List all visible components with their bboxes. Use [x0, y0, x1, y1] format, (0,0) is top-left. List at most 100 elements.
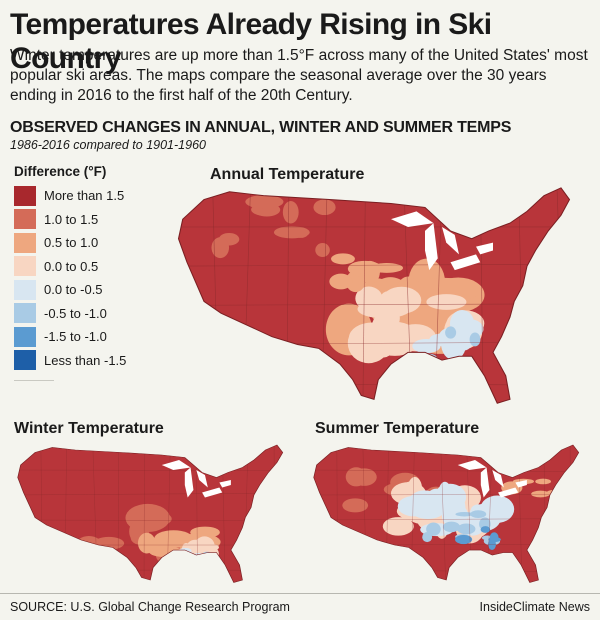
great-lake — [442, 227, 459, 255]
state-border — [17, 469, 283, 471]
map-region — [426, 522, 441, 536]
map-region — [180, 550, 194, 559]
legend: Difference (°F) More than 1.5 1.0 to 1.5… — [14, 164, 164, 381]
legend-swatch — [14, 303, 36, 324]
great-lake — [498, 487, 519, 498]
great-lake — [196, 470, 208, 488]
map-region — [550, 494, 560, 500]
legend-swatch — [14, 232, 36, 253]
legend-rule — [14, 380, 54, 381]
annual-map-title: Annual Temperature — [210, 166, 365, 183]
legend-swatch — [14, 185, 36, 206]
great-lake — [391, 211, 434, 227]
legend-label: 0.5 to 1.0 — [44, 235, 99, 251]
winter-temperature-map — [17, 444, 284, 583]
source-note: SOURCE: U.S. Global Change Research Prog… — [10, 600, 290, 614]
great-lake — [480, 467, 490, 498]
map-region — [489, 532, 499, 543]
map-region — [455, 511, 474, 517]
map-region — [172, 556, 192, 563]
state-border — [178, 263, 570, 267]
great-lake — [219, 480, 231, 488]
summer-temperature-map — [313, 444, 580, 583]
legend-label: -0.5 to -1.0 — [44, 305, 107, 321]
map-region — [199, 557, 210, 564]
legend-label: 0.0 to -0.5 — [44, 282, 103, 298]
state-border — [17, 492, 283, 496]
legend-label: 0.0 to 0.5 — [44, 258, 99, 274]
annual-temperature-map — [177, 187, 571, 404]
legend-item: More than 1.5 — [14, 184, 164, 208]
state-border — [440, 445, 447, 583]
great-lake — [457, 460, 487, 470]
legend-item: Less than -1.5 — [14, 349, 164, 373]
map-region — [154, 530, 193, 547]
map-region — [315, 243, 330, 258]
legend-swatch — [14, 326, 36, 347]
map-region — [211, 237, 230, 259]
map-region — [329, 273, 353, 290]
legend-item: -0.5 to -1.0 — [14, 302, 164, 326]
state-border — [362, 187, 366, 404]
section-subtitle: 1986-2016 compared to 1901-1960 — [10, 138, 206, 152]
page-subtitle: Winter temperatures are up more than 1.5… — [10, 47, 588, 104]
legend-swatch — [14, 350, 36, 371]
map-region — [376, 291, 399, 333]
map-region — [469, 332, 481, 347]
state-border — [313, 494, 579, 496]
legend-item: 0.0 to 0.5 — [14, 255, 164, 279]
legend-item: 0.0 to -0.5 — [14, 278, 164, 302]
map-region — [480, 526, 491, 533]
credit: InsideClimate News — [479, 600, 590, 614]
legend-label: -1.5 to -1.0 — [44, 329, 107, 345]
map-region — [546, 489, 562, 496]
map-region — [470, 510, 487, 519]
map-region — [359, 260, 380, 285]
map-region — [412, 338, 441, 354]
map-region — [531, 490, 550, 498]
winter-map-title: Winter Temperature — [14, 420, 164, 437]
footer-divider — [0, 593, 600, 594]
legend-label: 1.0 to 1.5 — [44, 211, 99, 227]
legend-label: More than 1.5 — [44, 188, 125, 204]
map-region — [342, 498, 369, 513]
great-lake — [202, 487, 223, 498]
map-region — [455, 534, 473, 545]
map-region — [187, 557, 199, 565]
map-region — [204, 556, 212, 564]
map-region — [422, 532, 433, 543]
map-region — [455, 325, 469, 346]
map-region — [149, 546, 183, 558]
map-region — [282, 200, 299, 224]
great-lake — [476, 242, 493, 255]
legend-item: 0.5 to 1.0 — [14, 231, 164, 255]
state-border — [178, 383, 570, 386]
legend-item: 1.0 to 1.5 — [14, 208, 164, 232]
map-region — [349, 322, 397, 353]
great-lake — [492, 470, 504, 488]
country-outline — [313, 444, 580, 583]
map-region — [442, 521, 461, 533]
map-region — [345, 467, 367, 487]
map-region — [425, 488, 449, 516]
map-region — [414, 353, 438, 366]
country-outline — [17, 444, 284, 583]
legend-swatch — [14, 279, 36, 300]
legend-swatch — [14, 209, 36, 230]
map-region — [93, 536, 125, 550]
map-region — [535, 478, 551, 485]
map-region — [313, 199, 336, 216]
great-lake — [184, 467, 194, 498]
great-lake — [425, 223, 438, 271]
map-region — [190, 550, 214, 562]
great-lake — [450, 254, 481, 271]
legend-title: Difference (°F) — [14, 164, 107, 179]
country-outline — [177, 187, 571, 404]
great-lake — [161, 460, 191, 470]
map-region — [382, 517, 414, 536]
map-region — [331, 253, 355, 265]
great-lake — [515, 480, 527, 488]
section-title: OBSERVED CHANGES IN ANNUAL, WINTER AND S… — [10, 119, 512, 136]
page-title: Temperatures Already Rising in Ski Count… — [10, 8, 492, 75]
map-region — [457, 523, 476, 535]
